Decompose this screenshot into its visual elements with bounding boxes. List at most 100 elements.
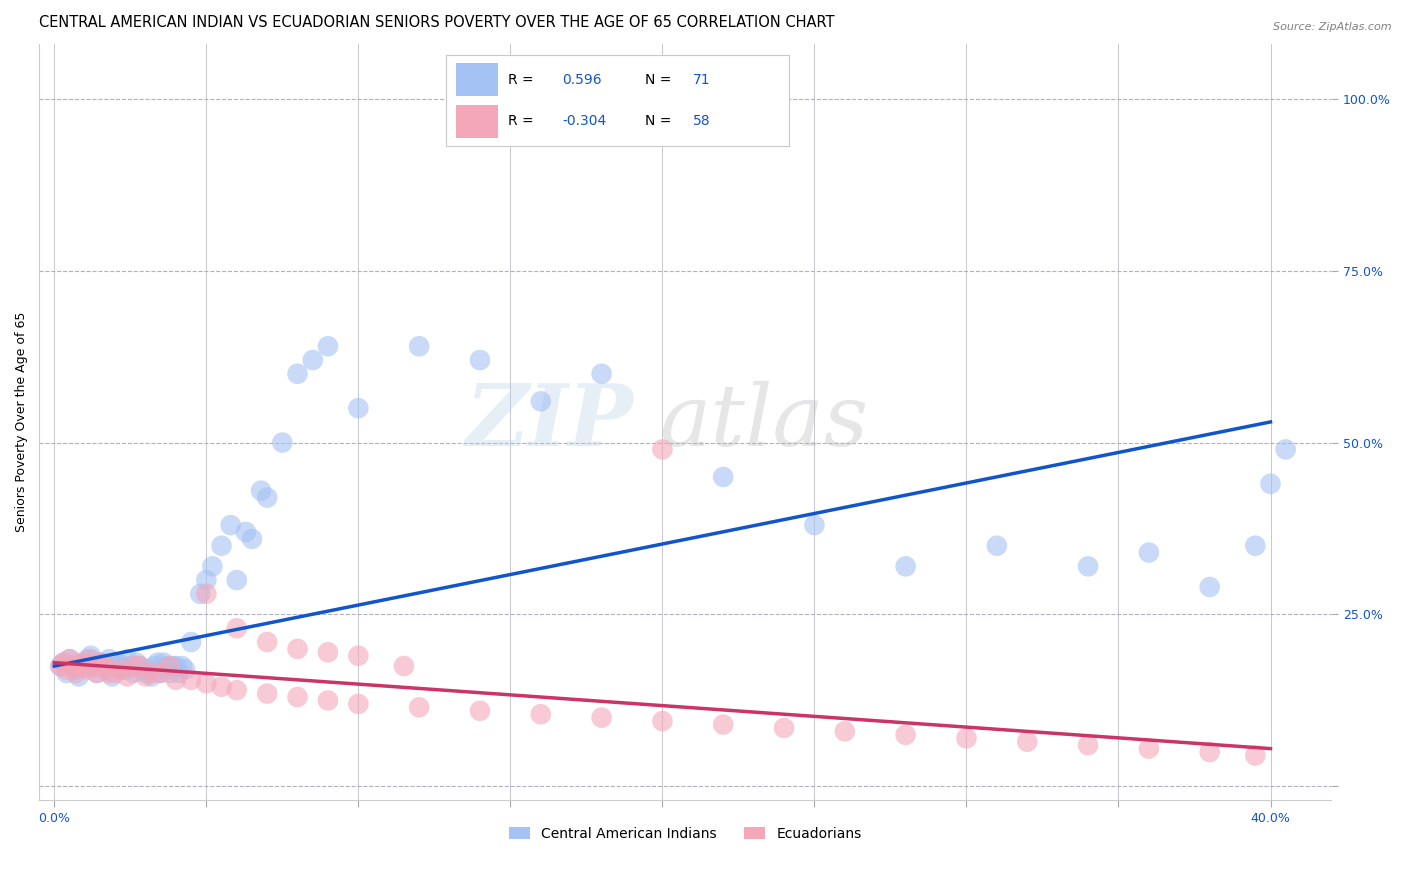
Point: [955, 731, 977, 746]
Point: [122, 659, 145, 673]
Point: [110, 663, 132, 677]
Point: [408, 700, 430, 714]
Point: [316, 693, 339, 707]
Point: [1198, 580, 1220, 594]
Point: [67, 669, 90, 683]
Point: [67, 659, 90, 673]
Point: [86, 665, 108, 680]
Point: [287, 641, 309, 656]
Point: [711, 717, 734, 731]
Point: [256, 687, 278, 701]
Point: [167, 665, 190, 680]
Point: [773, 721, 796, 735]
Point: [225, 621, 247, 635]
Point: [141, 669, 163, 683]
Point: [530, 707, 553, 722]
Point: [287, 367, 309, 381]
Point: [803, 518, 825, 533]
Point: [52, 656, 75, 670]
Point: [316, 645, 339, 659]
Point: [98, 652, 121, 666]
Point: [138, 663, 160, 677]
Point: [170, 659, 193, 673]
Point: [894, 559, 917, 574]
Point: [271, 435, 294, 450]
Point: [70, 656, 93, 670]
Text: atlas: atlas: [659, 381, 869, 463]
Point: [76, 652, 98, 666]
Point: [188, 587, 211, 601]
Point: [195, 573, 218, 587]
Point: [101, 669, 124, 683]
Point: [211, 680, 233, 694]
Point: [1077, 738, 1099, 752]
Point: [1244, 539, 1267, 553]
Point: [135, 669, 157, 683]
Point: [591, 367, 613, 381]
Point: [711, 470, 734, 484]
Point: [225, 573, 247, 587]
Point: [180, 673, 202, 687]
Point: [408, 339, 430, 353]
Point: [62, 659, 84, 673]
Point: [180, 635, 202, 649]
Point: [141, 665, 163, 680]
Point: [1077, 559, 1099, 574]
Point: [159, 659, 181, 673]
Point: [58, 652, 80, 666]
Point: [80, 648, 103, 663]
Point: [86, 665, 108, 680]
Point: [128, 659, 150, 673]
Point: [834, 724, 856, 739]
Point: [1260, 476, 1282, 491]
Point: [73, 656, 96, 670]
Point: [591, 711, 613, 725]
Point: [80, 652, 103, 666]
Point: [104, 665, 127, 680]
Point: [174, 663, 197, 677]
Point: [152, 656, 174, 670]
Point: [117, 652, 139, 666]
Point: [651, 442, 673, 457]
Point: [89, 656, 111, 670]
Point: [135, 665, 157, 680]
Point: [347, 401, 370, 416]
Point: [76, 663, 98, 677]
Point: [316, 339, 339, 353]
Point: [201, 559, 224, 574]
Point: [149, 665, 172, 680]
Point: [128, 659, 150, 673]
Point: [162, 659, 184, 673]
Text: Source: ZipAtlas.com: Source: ZipAtlas.com: [1274, 22, 1392, 32]
Point: [112, 663, 135, 677]
Point: [250, 483, 273, 498]
Point: [122, 665, 145, 680]
Point: [1198, 745, 1220, 759]
Point: [73, 659, 96, 673]
Point: [110, 659, 132, 673]
Point: [301, 353, 323, 368]
Point: [125, 656, 148, 670]
Point: [1244, 748, 1267, 763]
Point: [98, 665, 121, 680]
Legend: Central American Indians, Ecuadorians: Central American Indians, Ecuadorians: [503, 822, 868, 847]
Point: [83, 659, 105, 673]
Point: [219, 518, 242, 533]
Point: [91, 659, 114, 673]
Point: [58, 652, 80, 666]
Point: [94, 659, 117, 673]
Y-axis label: Seniors Poverty Over the Age of 65: Seniors Poverty Over the Age of 65: [15, 311, 28, 533]
Point: [468, 353, 491, 368]
Point: [94, 663, 117, 677]
Point: [65, 663, 87, 677]
Point: [49, 659, 72, 673]
Point: [91, 659, 114, 673]
Point: [49, 659, 72, 673]
Point: [156, 659, 179, 673]
Point: [530, 394, 553, 409]
Text: CENTRAL AMERICAN INDIAN VS ECUADORIAN SENIORS POVERTY OVER THE AGE OF 65 CORRELA: CENTRAL AMERICAN INDIAN VS ECUADORIAN SE…: [39, 15, 835, 30]
Point: [83, 659, 105, 673]
Point: [55, 663, 77, 677]
Point: [651, 714, 673, 728]
Point: [240, 532, 263, 546]
